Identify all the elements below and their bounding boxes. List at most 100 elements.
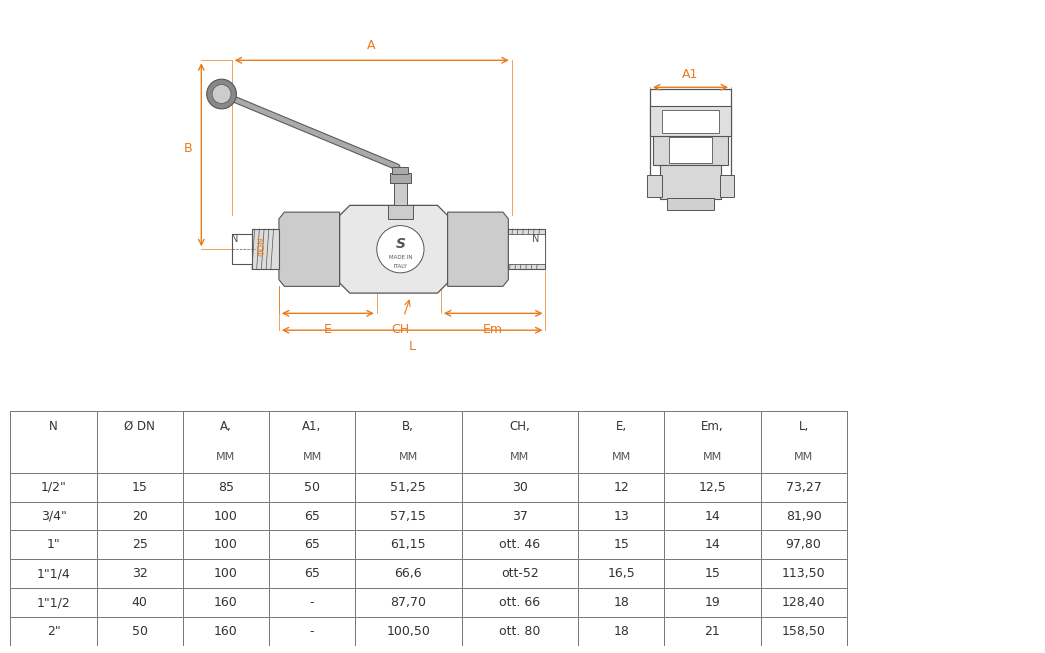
Text: 160: 160	[214, 626, 237, 639]
Text: 65: 65	[304, 509, 320, 522]
Text: MM: MM	[703, 453, 722, 462]
Text: MM: MM	[302, 453, 322, 462]
Bar	[761, 502, 846, 530]
Bar	[96, 502, 183, 530]
Bar	[761, 530, 846, 560]
Bar	[269, 530, 355, 560]
Bar	[462, 502, 578, 530]
Text: CH: CH	[391, 323, 410, 336]
Text: 81,90: 81,90	[786, 509, 821, 522]
Bar	[355, 411, 462, 473]
Text: Em: Em	[483, 323, 503, 336]
Text: 14: 14	[704, 539, 720, 552]
Polygon shape	[340, 205, 447, 293]
Text: E: E	[324, 323, 331, 336]
Bar	[462, 618, 578, 646]
Text: CH,: CH,	[509, 420, 530, 433]
Bar	[665, 618, 761, 646]
Bar	[720, 175, 735, 197]
Text: MM: MM	[611, 453, 631, 462]
Text: 12: 12	[613, 481, 629, 494]
Bar	[183, 411, 269, 473]
Bar	[10, 411, 96, 473]
Bar	[96, 411, 183, 473]
Text: MM: MM	[510, 453, 530, 462]
Text: 18: 18	[613, 626, 629, 639]
Bar	[269, 473, 355, 502]
Bar	[462, 530, 578, 560]
Polygon shape	[279, 212, 340, 286]
Bar	[10, 502, 96, 530]
Text: 65: 65	[304, 567, 320, 581]
Bar	[269, 411, 355, 473]
Bar	[10, 618, 96, 646]
Text: N: N	[532, 234, 539, 244]
Text: 57,15: 57,15	[391, 509, 426, 522]
Text: 85: 85	[217, 481, 234, 494]
Bar	[10, 411, 846, 646]
Text: L: L	[409, 340, 415, 353]
Text: B: B	[184, 142, 192, 155]
Text: 15: 15	[613, 539, 629, 552]
Circle shape	[377, 225, 424, 273]
Bar	[269, 560, 355, 588]
Bar	[10, 560, 96, 588]
Text: 100: 100	[214, 539, 238, 552]
Text: 1"1/4: 1"1/4	[37, 567, 70, 581]
Bar	[761, 560, 846, 588]
Text: 100,50: 100,50	[387, 626, 431, 639]
Bar	[394, 182, 408, 205]
Text: 50: 50	[132, 626, 147, 639]
Text: ITALY: ITALY	[394, 264, 408, 269]
Bar	[578, 530, 665, 560]
Text: 15: 15	[704, 567, 720, 581]
Bar	[578, 618, 665, 646]
Bar	[183, 560, 269, 588]
Bar	[650, 106, 732, 136]
Bar	[650, 89, 730, 180]
Bar	[392, 167, 409, 174]
Text: B,: B,	[402, 420, 414, 433]
Bar	[96, 473, 183, 502]
Text: A: A	[367, 39, 375, 52]
Bar	[665, 473, 761, 502]
Text: 65: 65	[304, 539, 320, 552]
Text: 100: 100	[214, 567, 238, 581]
Bar	[10, 530, 96, 560]
Bar	[667, 198, 714, 210]
Bar	[96, 588, 183, 618]
Bar	[665, 588, 761, 618]
Text: A1,: A1,	[302, 420, 322, 433]
Text: 97,80: 97,80	[786, 539, 821, 552]
Text: 2": 2"	[47, 626, 61, 639]
Text: 18: 18	[613, 596, 629, 609]
Text: -: -	[309, 626, 315, 639]
Text: S: S	[395, 237, 405, 251]
Bar	[252, 229, 279, 270]
Bar	[462, 560, 578, 588]
Text: 113,50: 113,50	[782, 567, 826, 581]
Text: 13: 13	[613, 509, 629, 522]
Text: 20: 20	[132, 509, 147, 522]
Bar	[508, 229, 545, 270]
Bar	[647, 175, 661, 197]
Bar	[355, 588, 462, 618]
Text: N: N	[231, 234, 238, 244]
Text: 12,5: 12,5	[698, 481, 726, 494]
Text: A1: A1	[682, 67, 699, 80]
Bar	[663, 110, 719, 133]
Text: 32: 32	[132, 567, 147, 581]
Text: 100: 100	[214, 509, 238, 522]
Bar	[183, 618, 269, 646]
Text: ott. 66: ott. 66	[500, 596, 540, 609]
Bar	[183, 473, 269, 502]
Bar	[665, 411, 761, 473]
Text: 158,50: 158,50	[782, 626, 826, 639]
Bar	[462, 588, 578, 618]
Bar	[232, 234, 255, 264]
Bar	[390, 173, 411, 183]
Text: ott. 46: ott. 46	[500, 539, 540, 552]
Bar	[355, 530, 462, 560]
Text: 87,70: 87,70	[391, 596, 426, 609]
Circle shape	[212, 85, 231, 103]
